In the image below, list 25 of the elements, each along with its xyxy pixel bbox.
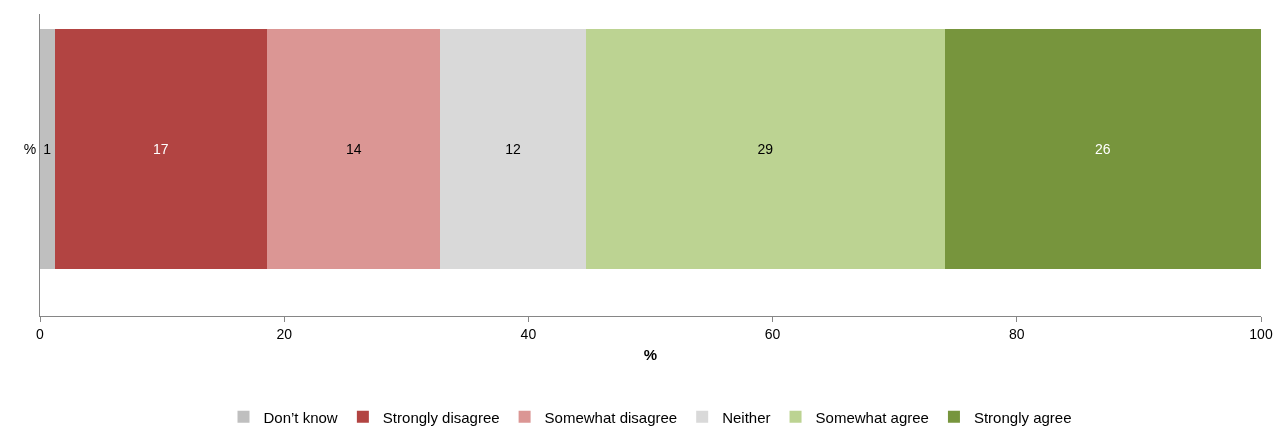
x-tick-label: 0 xyxy=(36,325,45,342)
bar xyxy=(40,28,55,269)
x-tick-label: 20 xyxy=(276,325,293,342)
x-tick-label: 60 xyxy=(764,325,781,342)
data-label: 26 xyxy=(1094,140,1111,157)
bar xyxy=(267,28,441,269)
bar xyxy=(944,28,1261,269)
data-label: 1 xyxy=(43,140,52,157)
legend-label: Strongly disagree xyxy=(382,408,500,426)
data-label: 12 xyxy=(505,140,522,157)
data-label: 29 xyxy=(757,140,774,157)
legend-label: Strongly agree xyxy=(973,408,1072,426)
data-label: 17 xyxy=(152,140,169,157)
x-axis-title: % xyxy=(643,345,658,363)
bar xyxy=(54,28,268,269)
legend-label: Neither xyxy=(722,408,771,426)
bar xyxy=(440,28,586,269)
x-tick-label: 40 xyxy=(520,325,537,342)
data-label: 14 xyxy=(345,140,362,157)
x-tick-label: 100 xyxy=(1249,325,1273,342)
legend-label: Don’t know xyxy=(263,408,338,426)
x-tick-label: 80 xyxy=(1009,325,1025,342)
bar xyxy=(585,28,945,269)
legend-label: Somewhat agree xyxy=(815,408,929,426)
legend-label: Somewhat disagree xyxy=(544,408,678,426)
